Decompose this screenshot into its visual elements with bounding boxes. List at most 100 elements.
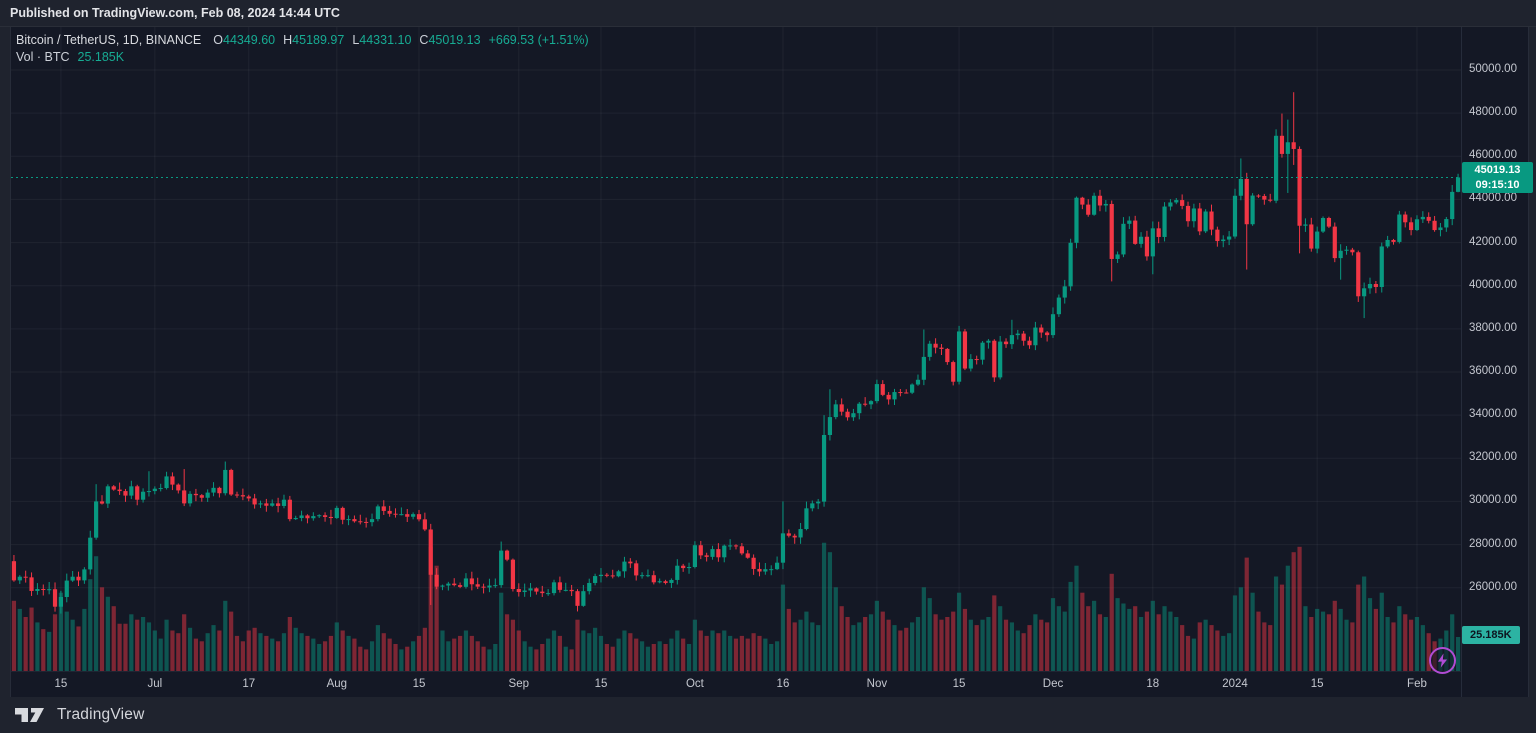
volume-bar	[563, 646, 568, 671]
volume-bar	[1185, 635, 1191, 671]
volume-bar	[645, 646, 651, 671]
volume-bar	[769, 644, 774, 671]
tradingview-brand[interactable]: TradingView	[57, 706, 145, 723]
volume-bar	[1068, 581, 1073, 671]
volume-bar	[1344, 619, 1349, 671]
candle-body	[510, 559, 516, 590]
symbol-legend: Bitcoin / TetherUS, 1D, BINANCE O44349.6…	[16, 33, 589, 47]
candle-body	[240, 495, 245, 497]
volume-bar	[152, 630, 157, 671]
tradingview-logo-icon[interactable]	[13, 705, 47, 725]
volume-bar	[681, 638, 686, 671]
volume-bar	[1350, 622, 1355, 671]
volume-bar	[628, 633, 633, 671]
volume-bar	[546, 638, 551, 671]
volume-bar	[70, 619, 75, 671]
boost-button[interactable]	[1429, 647, 1456, 674]
volume-bar	[1097, 614, 1103, 671]
volume-bar	[827, 552, 833, 671]
volume-bar	[334, 622, 339, 671]
volume-bar	[557, 635, 562, 671]
volume-bar	[1244, 557, 1249, 671]
candle-body	[546, 593, 551, 595]
price-tick-label: 38000.00	[1469, 321, 1517, 334]
volume-bar	[898, 630, 903, 671]
candle-body	[311, 516, 316, 519]
candle-body	[440, 585, 445, 587]
volume-bar	[710, 630, 715, 671]
price-axis-border	[1461, 27, 1462, 697]
candle-body	[1150, 228, 1155, 257]
volume-bar	[446, 641, 451, 671]
price-tick-label: 36000.00	[1469, 364, 1517, 377]
volume-bar	[1309, 617, 1314, 671]
candle-body	[704, 555, 709, 557]
volume-bar	[340, 630, 345, 671]
volume-legend-label: Vol · BTC	[16, 50, 70, 64]
volume-bar	[270, 638, 275, 671]
candle-body	[962, 331, 968, 369]
volume-bar	[839, 606, 844, 671]
volume-bar	[1045, 622, 1050, 671]
candle-body	[481, 586, 486, 588]
volume-bar	[1262, 622, 1267, 671]
candle-body	[411, 514, 416, 517]
candle-body	[364, 521, 369, 523]
candle-body	[956, 331, 962, 382]
candle-body	[710, 549, 715, 557]
candle-body	[1180, 200, 1185, 206]
time-tick-label: 15	[952, 678, 966, 690]
candle-body	[880, 384, 885, 395]
candle-body	[328, 516, 334, 519]
candle-body	[1191, 208, 1196, 222]
volume-legend-value: 25.185K	[77, 50, 125, 64]
volume-bar	[82, 608, 87, 671]
candle-body	[281, 499, 287, 506]
volume-bar	[1297, 546, 1302, 671]
volume-bar	[1256, 611, 1261, 671]
volume-bar	[1426, 633, 1431, 671]
candle-body	[610, 575, 615, 577]
volume-bar	[892, 625, 897, 671]
candle-body	[369, 519, 375, 523]
volume-bar	[1315, 608, 1320, 671]
volume-bar	[1180, 625, 1185, 671]
volume-bar	[52, 614, 58, 671]
volume-bar	[258, 633, 263, 671]
candle-body	[52, 589, 58, 607]
candle-body	[739, 546, 744, 554]
candle-body	[457, 585, 463, 587]
time-tick-label: 15	[54, 678, 68, 690]
volume-bar	[798, 619, 803, 671]
candle-body	[1309, 224, 1314, 249]
volume-bar	[1291, 552, 1296, 671]
volume-bar	[1232, 595, 1238, 671]
volume-bar	[1227, 633, 1232, 671]
candle-body	[334, 507, 339, 519]
volume-bar	[1003, 619, 1009, 671]
volume-bar	[170, 630, 175, 671]
volume-bar	[281, 633, 287, 671]
candle-body	[88, 537, 93, 570]
volume-bar	[739, 635, 744, 671]
volume-bar	[47, 631, 52, 671]
candle-body	[117, 489, 122, 492]
volume-bar	[1109, 573, 1114, 671]
published-bar: Published on TradingView.com, Feb 08, 20…	[0, 0, 1536, 27]
candle-body	[1115, 254, 1120, 259]
footer: TradingView	[0, 697, 1536, 733]
candle-body	[234, 494, 240, 496]
volume-bar	[187, 627, 193, 671]
time-tick-label: Aug	[326, 678, 348, 690]
volume-bar	[868, 614, 874, 671]
candle-body	[17, 576, 22, 581]
time-tick-label: Feb	[1407, 678, 1427, 690]
volume-bar	[962, 608, 968, 671]
volume-bar	[1391, 622, 1396, 671]
volume-bar	[1414, 617, 1420, 671]
ohlc-close: C45019.13	[419, 33, 481, 47]
volume-bar	[387, 638, 392, 671]
volume-bar	[639, 641, 645, 671]
candle-body	[322, 515, 328, 517]
